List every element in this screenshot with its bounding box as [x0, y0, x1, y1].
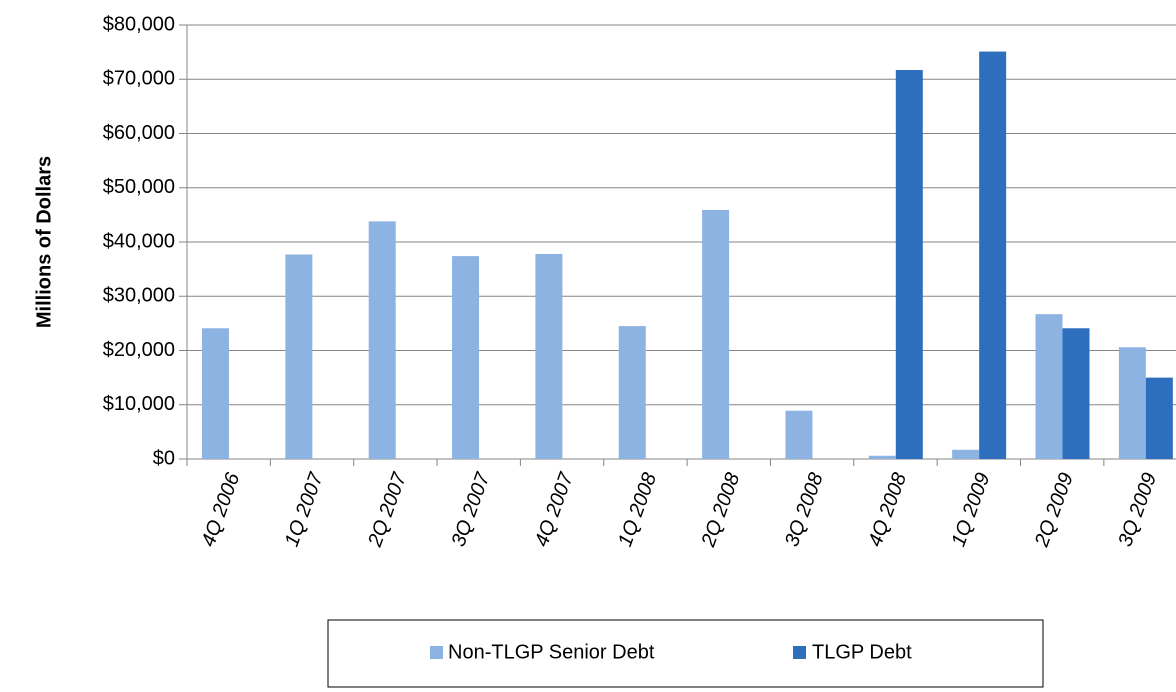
- bar: [895, 70, 923, 459]
- x-tick-label: 4Q 2008: [864, 470, 911, 550]
- y-tick-label: $50,000: [103, 176, 175, 198]
- bar: [1145, 377, 1173, 459]
- bar: [868, 455, 896, 459]
- legend-swatch: [793, 646, 806, 659]
- x-tick-label: 4Q 2006: [197, 469, 244, 549]
- x-tick-label: 3Q 2009: [1114, 470, 1161, 550]
- y-tick-label: $40,000: [103, 230, 175, 252]
- legend-swatch: [430, 646, 443, 659]
- y-tick-label: $80,000: [103, 13, 175, 35]
- y-tick-label: $70,000: [103, 68, 175, 90]
- y-tick-label: $60,000: [103, 122, 175, 144]
- legend-label: TLGP Debt: [812, 641, 912, 663]
- x-tick-label: 4Q 2007: [531, 469, 578, 549]
- y-tick-label: $10,000: [103, 393, 175, 415]
- bar: [618, 326, 646, 459]
- x-tick-label: 1Q 2009: [948, 470, 995, 550]
- bar: [285, 254, 313, 459]
- x-tick-label: 3Q 2007: [447, 469, 494, 549]
- bar: [952, 449, 980, 459]
- y-axis-label: Millions of Dollars: [33, 156, 55, 328]
- x-tick-label: 2Q 2008: [697, 470, 744, 551]
- bar: [202, 328, 229, 459]
- x-tick-label: 1Q 2007: [281, 469, 328, 549]
- legend-label: Non-TLGP Senior Debt: [448, 641, 655, 663]
- y-tick-label: $30,000: [103, 285, 175, 307]
- x-tick-label: 2Q 2009: [1031, 470, 1078, 551]
- bar: [785, 410, 813, 459]
- bar: [1062, 328, 1090, 459]
- bar: [702, 209, 730, 459]
- x-tick-label: 2Q 2007: [364, 469, 412, 550]
- bar: [1118, 347, 1146, 459]
- bar: [1035, 314, 1063, 459]
- bar: [535, 253, 563, 459]
- bar: [368, 221, 396, 459]
- bar: [979, 51, 1007, 460]
- bar: [452, 256, 480, 459]
- x-tick-label: 3Q 2008: [781, 470, 828, 550]
- legend-box: [327, 619, 1044, 688]
- x-tick-label: 1Q 2008: [614, 470, 661, 550]
- y-tick-label: $20,000: [103, 339, 175, 361]
- y-tick-label: $0: [153, 447, 175, 469]
